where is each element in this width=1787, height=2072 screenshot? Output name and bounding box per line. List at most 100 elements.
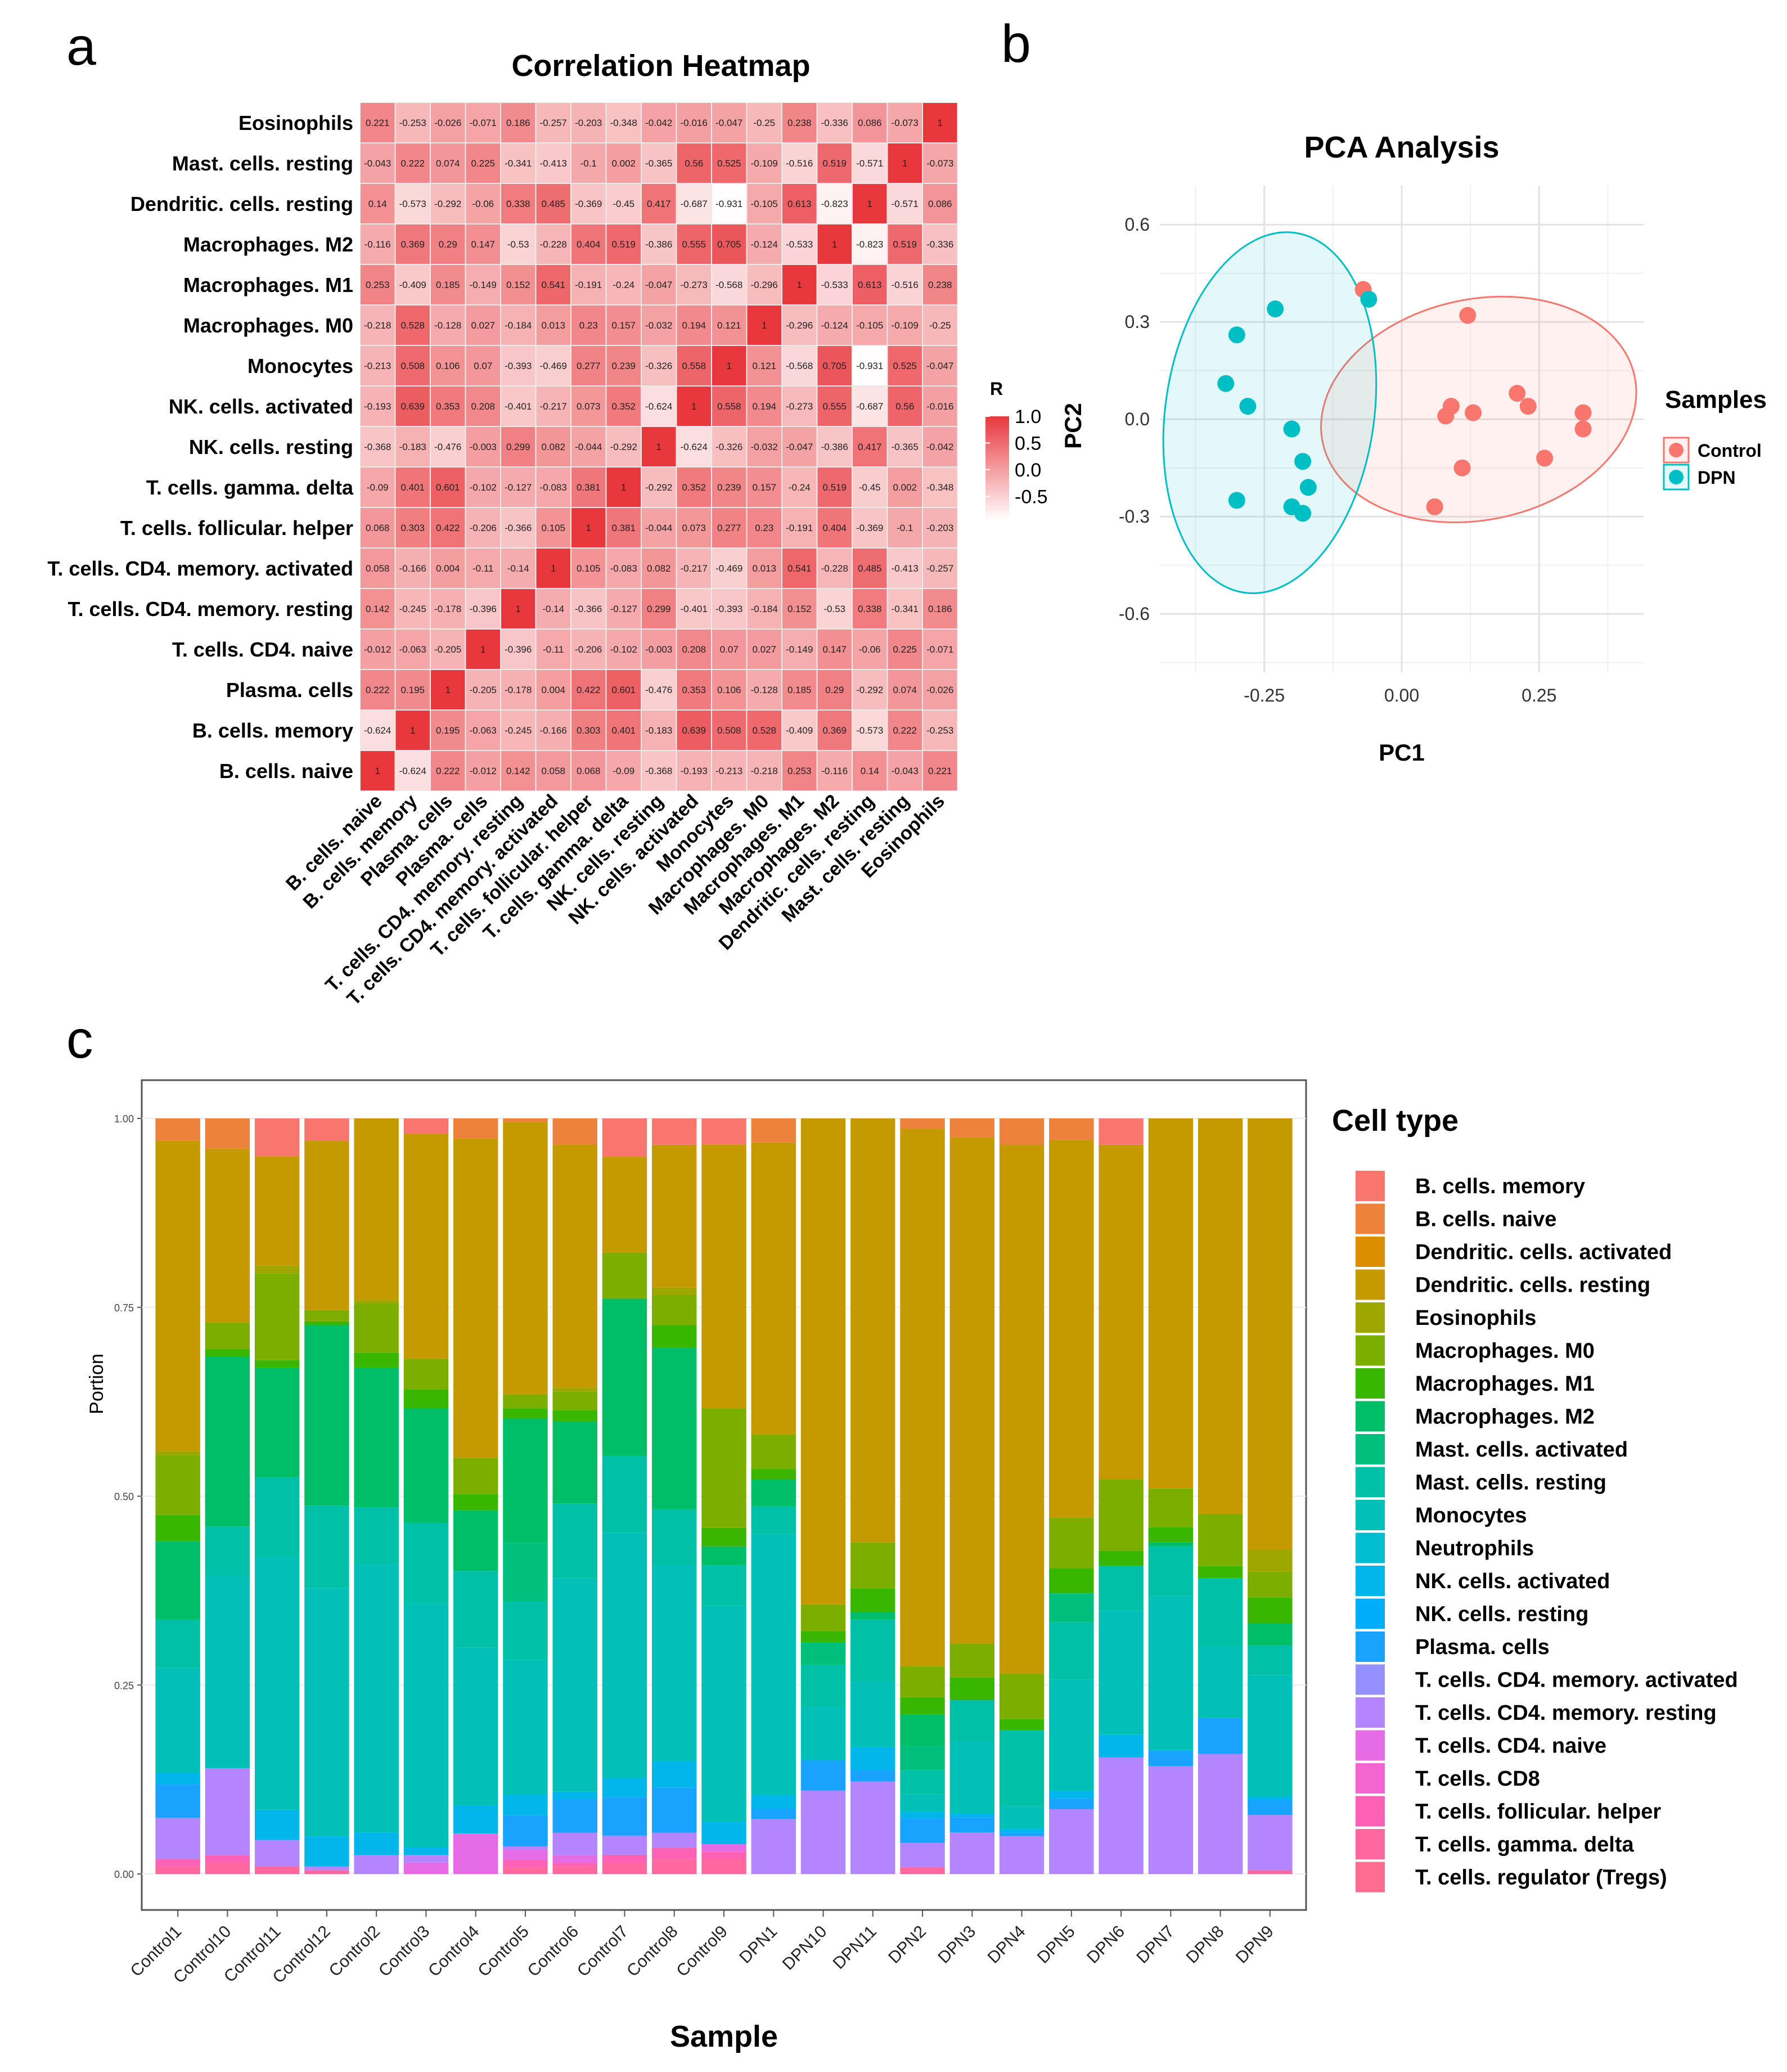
heatmap-cell-value: -0.11	[543, 644, 564, 655]
heatmap-cell-value: -0.217	[681, 563, 708, 574]
pca-ylabel: PC2	[1060, 403, 1086, 449]
heatmap-cell-value: -0.24	[789, 482, 811, 493]
heatmap-cell	[747, 630, 781, 669]
bar-segment	[999, 1145, 1045, 1674]
heatmap-cell-value: 1	[586, 523, 591, 533]
heatmap-cell-value: -0.687	[681, 199, 708, 209]
heatmap-row-label: B. cells. naive	[219, 759, 353, 783]
bar-segment	[503, 1846, 548, 1850]
bar-segment	[1148, 1596, 1194, 1751]
bar-segment	[1099, 1757, 1144, 1874]
heatmap-cell-value: -0.296	[786, 320, 813, 331]
heatmap-cell	[817, 305, 852, 345]
bar-legend-label: Neutrophils	[1415, 1537, 1534, 1561]
bar-segment	[652, 1118, 697, 1145]
heatmap-cell	[782, 508, 817, 547]
heatmap-cell	[677, 589, 711, 628]
bar-segment	[1148, 1542, 1194, 1547]
heatmap-row-label: Eosinophils	[238, 111, 353, 134]
bar-segment	[1148, 1118, 1194, 1489]
bar-segment	[900, 1818, 945, 1843]
heatmap-cell	[431, 305, 465, 345]
heatmap-cell	[536, 670, 570, 709]
heatmap-cell-value: -0.012	[470, 766, 497, 776]
heatmap-cell-value: -0.476	[434, 442, 461, 452]
heatmap-cell-value: 0.082	[647, 563, 671, 574]
heatmap-cell-value: 0.353	[436, 401, 460, 412]
heatmap-cell-value: 0.401	[611, 725, 636, 736]
heatmap-cell	[923, 549, 957, 588]
bar-legend-label: B. cells. memory	[1415, 1175, 1585, 1198]
heatmap-row-label: T. cells. gamma. delta	[146, 476, 354, 499]
heatmap-legend-label: 0.5	[1015, 433, 1041, 454]
heatmap-cell-value: -0.326	[715, 442, 742, 452]
bar-segment	[403, 1855, 449, 1863]
heatmap-cell	[361, 711, 395, 750]
heatmap-cell-value: 1	[621, 482, 626, 493]
bar-segment	[751, 1478, 796, 1507]
bar-segment	[1099, 1144, 1144, 1480]
heatmap-cell-value: 0.106	[436, 361, 460, 371]
heatmap-cell	[501, 630, 535, 669]
heatmap-cell-value: 0.555	[822, 401, 847, 412]
heatmap-cell	[817, 508, 852, 547]
bar-segment	[1248, 1597, 1293, 1624]
pca-point-dpn	[1283, 420, 1300, 438]
heatmap-cell-value: 0.303	[400, 523, 425, 533]
heatmap-cell	[501, 386, 535, 426]
heatmap-cell-value: 0.404	[577, 239, 601, 250]
heatmap-cell	[712, 346, 746, 385]
bar-segment	[602, 1862, 647, 1874]
heatmap-cell-value: 0.07	[474, 361, 492, 371]
heatmap-cell-value: 0.485	[541, 199, 565, 209]
heatmap-cell-value: -0.183	[399, 442, 426, 452]
bar-segment	[254, 1866, 300, 1874]
bar-segment	[602, 1854, 647, 1863]
bar-segment	[652, 1566, 697, 1761]
heatmap-cell	[642, 346, 676, 385]
bar-segment	[304, 1325, 349, 1506]
bar-segment	[949, 1137, 995, 1644]
heatmap-cell-value: -0.253	[926, 725, 953, 736]
heatmap-cell	[888, 468, 922, 507]
heatmap-cell-value: 0.004	[436, 563, 460, 574]
heatmap-cell-value: -0.14	[542, 604, 564, 614]
heatmap-cell-value: -0.568	[715, 280, 742, 290]
heatmap-cell-value: 0.417	[858, 442, 882, 452]
heatmap-cell	[642, 143, 676, 183]
heatmap-cell	[395, 549, 430, 588]
heatmap-cell-value: -0.218	[364, 320, 391, 331]
heatmap-cell	[642, 265, 676, 304]
bar-xtick-label: Control3	[375, 1922, 434, 1981]
bar-segment	[1148, 1546, 1194, 1597]
bar-segment	[652, 1859, 697, 1874]
heatmap-row-label: T. cells. CD4. memory. activated	[47, 557, 353, 580]
heatmap-cell	[571, 630, 606, 669]
heatmap-cell-value: -0.043	[892, 766, 919, 776]
bar-legend: B. cells. memory B. cells. naive Dendritic…	[1356, 1171, 1738, 1893]
pca-ytick-label: 0.0	[1125, 409, 1150, 429]
pca-legend-label: DPN	[1698, 468, 1736, 488]
heatmap-cell-value: -0.365	[892, 442, 919, 452]
heatmap-cell-value: -0.368	[645, 766, 672, 776]
bar-ytick-label: 1.00	[114, 1113, 134, 1125]
heatmap-cell	[571, 589, 606, 628]
heatmap-cell-value: -0.047	[926, 361, 953, 371]
heatmap-cell-value: -0.127	[505, 482, 532, 493]
bar-xtick-label: DPN8	[1183, 1922, 1228, 1967]
bar-segment	[205, 1575, 250, 1768]
heatmap-cell-value: -0.206	[575, 644, 602, 655]
heatmap-cell	[536, 305, 570, 345]
heatmap-cell-value: -0.571	[856, 158, 883, 169]
heatmap-cell	[536, 184, 570, 223]
heatmap-cell-value: 1	[727, 361, 732, 371]
heatmap-cell-value: -0.042	[645, 118, 672, 128]
bar-segment	[751, 1142, 796, 1435]
heatmap-legend-label: 0.0	[1015, 460, 1041, 481]
heatmap-legend-label: 1.0	[1015, 406, 1041, 428]
heatmap-cell	[466, 711, 500, 750]
heatmap-row-label: T. cells. CD4. memory. resting	[67, 597, 353, 621]
heatmap-cell-value: -0.044	[575, 442, 602, 452]
heatmap-cell-value: -0.533	[821, 280, 848, 290]
bar-legend-label: T. cells. CD4. memory. resting	[1415, 1701, 1717, 1725]
